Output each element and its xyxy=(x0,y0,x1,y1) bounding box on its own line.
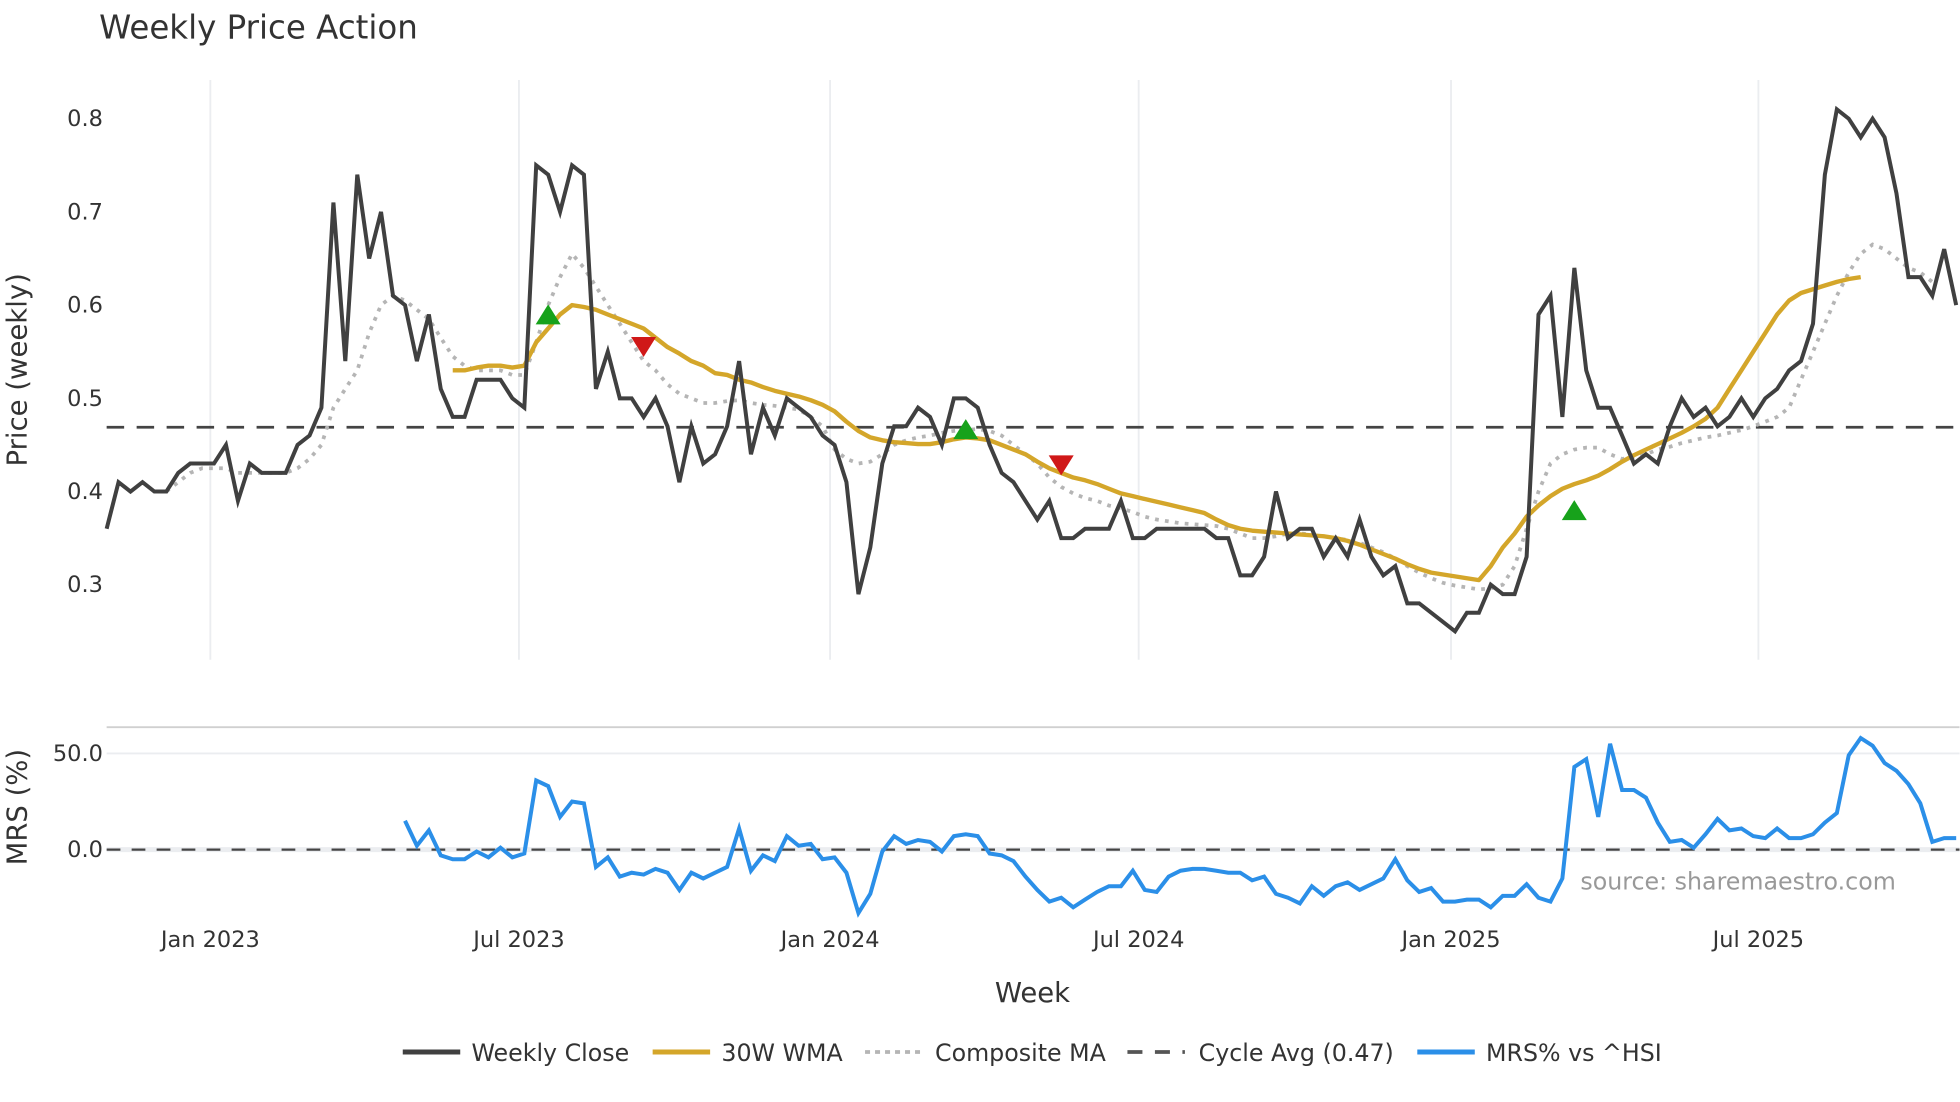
x-axis-ticks: Jan 2023 Jul 2023 Jan 2024 Jul 2024 Jan 2025… xyxy=(159,927,1804,953)
mrs-line xyxy=(403,735,1957,918)
legend-item-mrs[interactable]: MRS% vs ^HSI xyxy=(1417,1039,1662,1067)
buy-signal-triangle-up-icon xyxy=(535,304,561,325)
mrs-y-axis-title: MRS (%) xyxy=(2,749,34,866)
sell-signal-triangle-down-icon xyxy=(631,337,657,358)
buy-signal-triangle-up-icon xyxy=(1561,500,1587,521)
price-y-tick: 0.6 xyxy=(67,293,103,319)
source-annotation: source: sharemaestro.com xyxy=(1580,868,1895,896)
price-y-tick: 0.8 xyxy=(67,106,103,132)
x-tick-label: Jan 2025 xyxy=(1400,927,1501,953)
composite-ma-line xyxy=(165,242,1934,592)
price-y-tick: 0.5 xyxy=(67,386,103,412)
sell-signal-triangle-down-icon xyxy=(1048,455,1074,476)
legend-item-cycle[interactable]: Cycle Avg (0.47) xyxy=(1127,1039,1394,1067)
weekly-close-line xyxy=(104,105,1959,635)
legend-item-wma[interactable]: 30W WMA xyxy=(652,1039,844,1067)
legend-label-mrs: MRS% vs ^HSI xyxy=(1486,1039,1662,1067)
legend-item-composite[interactable]: Composite MA xyxy=(865,1039,1107,1067)
x-tick-label: Jan 2023 xyxy=(159,927,260,953)
price-y-ticks: 0.3 0.4 0.5 0.6 0.7 0.8 xyxy=(67,106,103,598)
mrs-tick-50: 50.0 xyxy=(53,741,103,767)
x-tick-label: Jan 2024 xyxy=(779,927,880,953)
mrs-tick-0: 0.0 xyxy=(67,837,103,863)
wma-30w-line xyxy=(452,274,1862,583)
price-vertical-gridlines xyxy=(209,79,1760,660)
price-y-tick: 0.3 xyxy=(67,572,103,598)
price-y-axis-title: Price (weekly) xyxy=(2,273,34,466)
buy-signal-triangle-up-icon xyxy=(953,419,979,440)
chart-title: Weekly Price Action xyxy=(99,9,418,47)
x-axis-title: Week xyxy=(995,977,1070,1009)
x-tick-label: Jul 2024 xyxy=(1091,927,1184,953)
x-tick-label: Jul 2023 xyxy=(471,927,564,953)
legend-label-cycle: Cycle Avg (0.47) xyxy=(1199,1039,1394,1067)
legend-label-weekly-close: Weekly Close xyxy=(471,1039,629,1067)
legend-item-weekly-close[interactable]: Weekly Close xyxy=(402,1039,629,1067)
legend-label-wma: 30W WMA xyxy=(721,1039,843,1067)
x-tick-label: Jul 2025 xyxy=(1711,927,1804,953)
signal-markers xyxy=(535,304,1587,521)
price-y-tick: 0.4 xyxy=(67,479,103,505)
price-y-tick: 0.7 xyxy=(67,199,103,225)
legend-label-composite: Composite MA xyxy=(935,1039,1107,1067)
legend: Weekly Close 30W WMA Composite MA Cycle … xyxy=(402,1039,1662,1067)
